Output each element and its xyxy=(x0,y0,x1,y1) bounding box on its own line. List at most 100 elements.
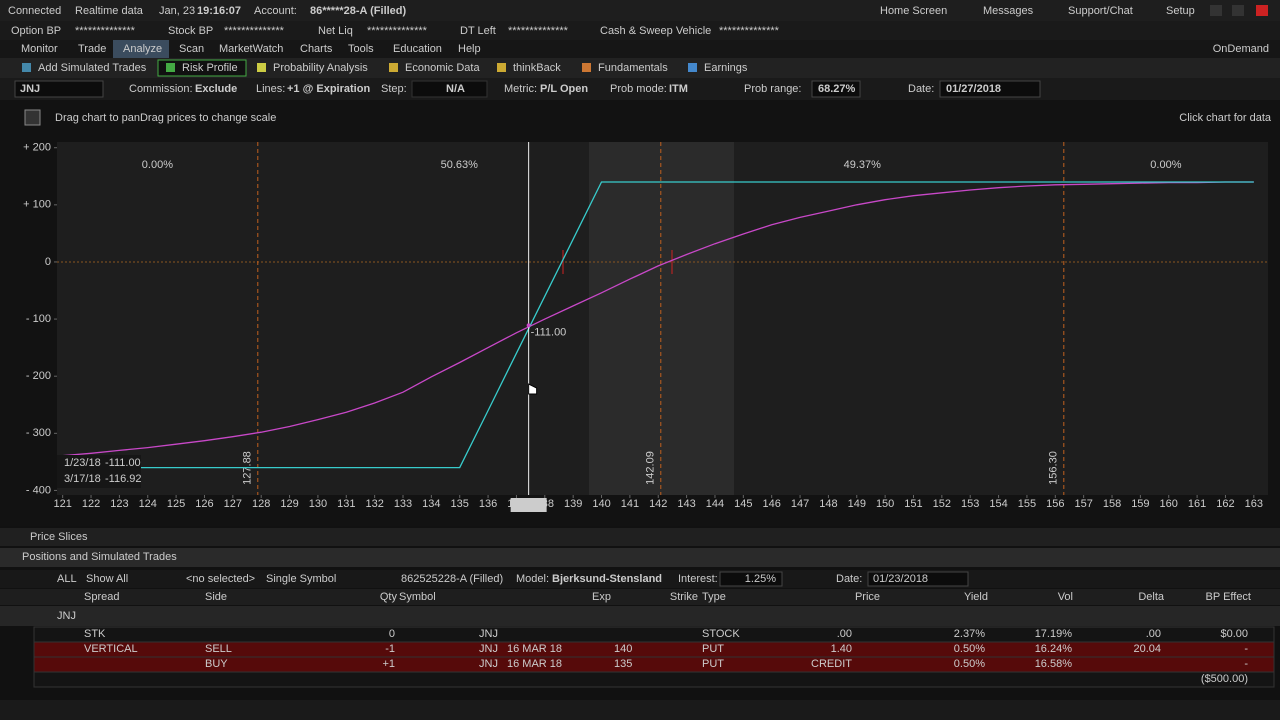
filter-model[interactable]: Bjerksund-Stensland xyxy=(552,573,662,585)
column-header[interactable]: BP Effect xyxy=(1206,591,1251,603)
filter-selection[interactable]: <no selected> xyxy=(186,573,255,585)
x-tick-label: 130 xyxy=(309,498,327,510)
subtab-icon xyxy=(389,63,398,72)
column-header[interactable]: Qty xyxy=(380,591,398,603)
control-prob-mode[interactable]: ITM xyxy=(669,83,688,95)
x-tick-label: 123 xyxy=(110,498,128,510)
position-cell: BUY xyxy=(205,658,228,670)
x-tick-label: 149 xyxy=(848,498,866,510)
prob-zone-label: 0.00% xyxy=(142,159,173,171)
balance-label: Cash & Sweep Vehicle xyxy=(600,25,711,37)
subtab[interactable]: Economic Data xyxy=(405,62,480,74)
bp-total: ($500.00) xyxy=(1201,673,1248,685)
position-cell: STOCK xyxy=(702,628,740,640)
column-header[interactable]: Spread xyxy=(84,591,119,603)
x-tick-label: 134 xyxy=(422,498,440,510)
control-prob-range[interactable]: 68.27% xyxy=(818,83,856,95)
footer-bar xyxy=(0,700,1280,720)
x-tick-label: 158 xyxy=(1103,498,1121,510)
price-slices[interactable]: Price Slices xyxy=(30,531,88,543)
tab[interactable]: Help xyxy=(458,43,481,55)
filter-account[interactable]: 862525228-A (Filled) xyxy=(401,573,503,585)
data-feed: Realtime data xyxy=(75,5,144,17)
prob-line-label: 156.30 xyxy=(1048,451,1060,485)
position-cell: PUT xyxy=(702,643,724,655)
column-header[interactable]: Yield xyxy=(964,591,988,603)
tab[interactable]: Analyze xyxy=(123,43,162,55)
subtab-icon xyxy=(688,63,697,72)
date-box xyxy=(939,80,1041,98)
control-step[interactable]: N/A xyxy=(446,83,465,95)
y-tick-label: - 400 xyxy=(26,484,51,496)
chart-icon xyxy=(24,109,41,126)
column-header[interactable]: Strike xyxy=(670,591,698,603)
column-header[interactable]: Price xyxy=(855,591,880,603)
column-header[interactable]: Vol xyxy=(1058,591,1073,603)
filter-interest[interactable]: 1.25% xyxy=(745,573,776,585)
control-date[interactable]: 01/27/2018 xyxy=(946,83,1001,95)
control-lines[interactable]: +1 @ Expiration xyxy=(287,83,370,95)
control-step-label: Step: xyxy=(381,83,407,95)
subtab[interactable]: thinkBack xyxy=(513,62,561,74)
position-cell: 135 xyxy=(614,658,632,670)
x-tick-label: 127 xyxy=(224,498,242,510)
control-metric[interactable]: P/L Open xyxy=(540,83,588,95)
tab[interactable]: Education xyxy=(393,43,442,55)
subtab[interactable]: Probability Analysis xyxy=(273,62,368,74)
top-link[interactable]: Support/Chat xyxy=(1068,5,1133,17)
column-header[interactable]: Symbol xyxy=(399,591,436,603)
filter-mode[interactable]: Single Symbol xyxy=(266,573,336,585)
tab[interactable]: Monitor xyxy=(21,43,58,55)
x-tick-label: 131 xyxy=(337,498,355,510)
filter-date[interactable]: 01/23/2018 xyxy=(873,573,928,585)
position-cell: +1 xyxy=(382,658,395,670)
filter-show[interactable]: Show All xyxy=(86,573,128,585)
control-symbol[interactable]: JNJ xyxy=(20,83,40,95)
on-demand[interactable]: OnDemand xyxy=(1213,43,1269,55)
subtab[interactable]: Risk Profile xyxy=(182,62,238,74)
position-cell: -1 xyxy=(385,643,395,655)
total-row xyxy=(33,671,1275,688)
legend-name: 3/17/18 xyxy=(64,473,101,485)
subtab[interactable]: Earnings xyxy=(704,62,748,74)
x-tick-label: 161 xyxy=(1188,498,1206,510)
column-header[interactable]: Type xyxy=(702,591,726,603)
column-header[interactable]: Delta xyxy=(1138,591,1165,603)
position-cell: CREDIT xyxy=(811,658,852,670)
date: Jan, 23 xyxy=(159,5,195,17)
top-link[interactable]: Messages xyxy=(983,5,1034,17)
x-tick-label: 126 xyxy=(195,498,213,510)
control-prob-mode-label: Prob mode: xyxy=(610,83,667,95)
subtab-bar xyxy=(0,58,1280,78)
tab[interactable]: Tools xyxy=(348,43,374,55)
tab[interactable]: MarketWatch xyxy=(219,43,283,55)
position-cell: 16.24% xyxy=(1035,643,1073,655)
balance-label: Net Liq xyxy=(318,25,353,37)
filter-date-label: Date: xyxy=(836,573,862,585)
account: 86*****28-A (Filled) xyxy=(310,5,407,17)
filter-all[interactable]: ALL xyxy=(57,573,77,585)
column-header[interactable]: Side xyxy=(205,591,227,603)
subtab-icon xyxy=(497,63,506,72)
balance-label: DT Left xyxy=(460,25,496,37)
subtab[interactable]: Fundamentals xyxy=(598,62,668,74)
tab[interactable]: Trade xyxy=(78,43,106,55)
tab[interactable]: Charts xyxy=(300,43,333,55)
position-row xyxy=(33,626,1275,643)
x-tick-label: 122 xyxy=(82,498,100,510)
position-cell: - xyxy=(1244,643,1248,655)
top-link[interactable]: Setup xyxy=(1166,5,1195,17)
subtab-icon xyxy=(582,63,591,72)
position-cell: 16 MAR 18 xyxy=(507,658,562,670)
control-commission[interactable]: Exclude xyxy=(195,83,237,95)
position-cell: 16.58% xyxy=(1035,658,1073,670)
top-link[interactable]: Home Screen xyxy=(880,5,947,17)
position-cell: 0.50% xyxy=(954,658,985,670)
balance-label: Stock BP xyxy=(168,25,213,37)
subtab[interactable]: Add Simulated Trades xyxy=(38,62,147,74)
tab[interactable]: Scan xyxy=(179,43,204,55)
y-tick-label: 0 xyxy=(45,256,51,268)
position-cell: $0.00 xyxy=(1220,628,1248,640)
column-header[interactable]: Exp xyxy=(592,591,611,603)
